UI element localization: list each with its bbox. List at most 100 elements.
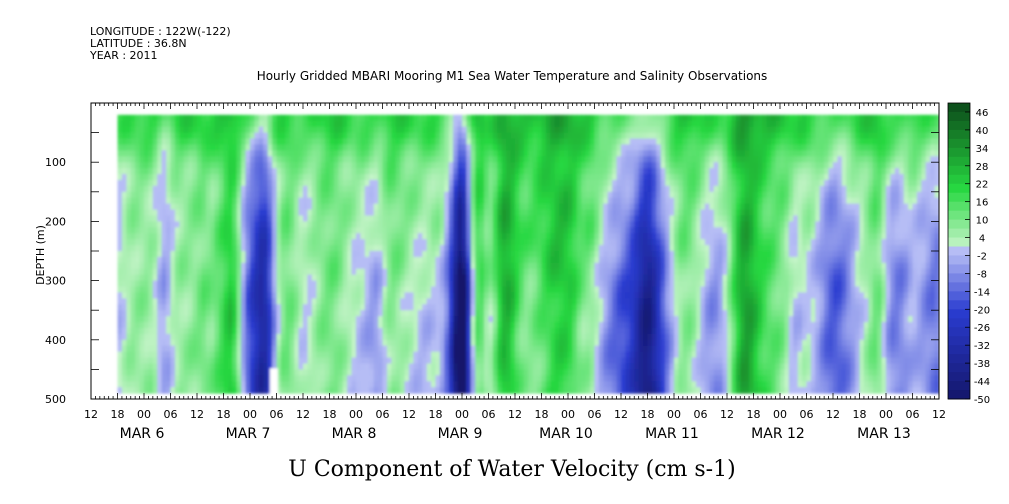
x-hour-tick-label: 06 <box>588 408 602 421</box>
colorbar-label: -2 <box>977 251 987 262</box>
colorbar-label: 16 <box>976 198 989 209</box>
colorbar-swatch <box>948 111 970 122</box>
colorbar-swatch <box>948 381 970 391</box>
longitude-label: LONGITUDE : 122W(-122) <box>90 25 231 38</box>
colorbar-label: -26 <box>974 323 990 334</box>
colorbar-swatch <box>948 363 970 373</box>
colorbar-swatch <box>948 219 970 230</box>
x-hour-tick-label: 00 <box>561 408 575 421</box>
x-date-label: MAR 9 <box>438 426 483 442</box>
colorbar-swatch <box>948 264 970 274</box>
colorbar-label: 4 <box>979 234 985 245</box>
colorbar-swatch <box>948 345 970 355</box>
colorbar-swatch <box>948 120 970 131</box>
colorbar-frame <box>947 102 971 400</box>
colorbar-swatch <box>948 129 970 140</box>
colorbar-swatch <box>948 183 970 194</box>
x-hour-tick-label: 12 <box>826 408 840 421</box>
y-tick-label: 100 <box>45 156 66 169</box>
x-hour-tick-label: 06 <box>482 408 496 421</box>
x-hour-tick-label: 18 <box>111 408 125 421</box>
x-hour-tick-label: 00 <box>879 408 893 421</box>
colorbar-swatch <box>948 138 970 149</box>
chart-title: Hourly Gridded MBARI Mooring M1 Sea Wate… <box>257 69 768 83</box>
colorbar-label: 46 <box>976 108 989 119</box>
x-hour-tick-label: 00 <box>455 408 469 421</box>
colorbar-swatch <box>948 390 970 400</box>
colorbar-swatch <box>948 255 970 265</box>
colorbar-swatch <box>948 165 970 176</box>
x-hour-tick-label: 00 <box>349 408 363 421</box>
colorbar-swatch <box>948 282 970 292</box>
colorbar: 46 40 34 28 22 16 10 4 -2 -8 -14 -20 -26 -32 -38 -44 -50 <box>947 102 990 406</box>
y-tick-label: 200 <box>45 215 66 228</box>
x-hour-tick-label: 00 <box>243 408 257 421</box>
x-hour-tick-label: 18 <box>429 408 443 421</box>
x-hour-tick-label: 12 <box>84 408 98 421</box>
x-date-label: MAR 11 <box>645 426 699 442</box>
colorbar-label: 34 <box>976 144 989 155</box>
axes-group: 12 18 00 06 12 18 00 06 12 18 00 06 12 18 00 06 12 18 00 06… <box>45 102 946 442</box>
colorbar-swatch <box>948 318 970 328</box>
x-hour-tick-label: 12 <box>508 408 522 421</box>
latitude-label: LATITUDE : 36.8N <box>90 37 187 50</box>
colorbar-swatch <box>948 291 970 301</box>
x-hour-tick-label: 06 <box>800 408 814 421</box>
x-hour-tick-label: 06 <box>270 408 284 421</box>
x-hour-tick-label: 06 <box>376 408 390 421</box>
colorbar-swatch <box>948 246 970 256</box>
x-hour-tick-label: 12 <box>720 408 734 421</box>
colorbar-label: 22 <box>976 180 989 191</box>
colorbar-swatch <box>948 327 970 337</box>
y-tick-label: 400 <box>45 334 66 347</box>
colorbar-swatch <box>948 336 970 346</box>
y-axis-label: DEPTH (m) <box>34 225 47 285</box>
colorbar-swatch <box>948 174 970 185</box>
x-hour-tick-label: 18 <box>217 408 231 421</box>
colorbar-label: -14 <box>974 287 990 298</box>
colorbar-swatch <box>948 103 970 113</box>
colorbar-swatch <box>948 372 970 382</box>
x-hour-tick-label: 06 <box>906 408 920 421</box>
x-hour-tick-label: 12 <box>296 408 310 421</box>
heatmap-field <box>117 114 939 399</box>
colorbar-label: -32 <box>974 341 990 352</box>
colorbar-label: -50 <box>974 395 990 406</box>
colorbar-label: -8 <box>977 269 987 280</box>
colorbar-label: -44 <box>974 377 990 388</box>
y-tick-label: 500 <box>45 393 66 406</box>
colorbar-label: -38 <box>974 359 990 370</box>
x-date-label: MAR 7 <box>226 426 271 442</box>
y-tick-label: 300 <box>45 275 66 288</box>
x-date-label: MAR 10 <box>539 426 593 442</box>
x-axis-label: U Component of Water Velocity (cm s-1) <box>288 457 735 482</box>
colorbar-swatch <box>948 210 970 221</box>
colorbar-label: 40 <box>976 126 989 137</box>
colorbar-swatch <box>948 273 970 283</box>
colorbar-label: -20 <box>974 305 990 316</box>
x-hour-tick-label: 12 <box>932 408 946 421</box>
x-hour-tick-label: 06 <box>164 408 178 421</box>
colorbar-swatch <box>948 156 970 167</box>
x-hour-tick-label: 12 <box>402 408 416 421</box>
x-hour-tick-label: 00 <box>137 408 151 421</box>
x-date-label: MAR 13 <box>857 426 911 442</box>
year-label: YEAR : 2011 <box>89 49 158 62</box>
x-hour-tick-label: 00 <box>773 408 787 421</box>
x-hour-tick-label: 18 <box>535 408 549 421</box>
colorbar-swatch <box>948 192 970 203</box>
colorbar-swatch <box>948 300 970 310</box>
x-hour-tick-label: 12 <box>190 408 204 421</box>
x-hour-tick-label: 18 <box>853 408 867 421</box>
colorbar-label: 10 <box>976 216 989 227</box>
colorbar-swatch <box>948 147 970 158</box>
colorbar-swatch <box>948 201 970 212</box>
x-date-label: MAR 8 <box>332 426 377 442</box>
colorbar-swatch <box>948 354 970 364</box>
x-hour-tick-label: 00 <box>667 408 681 421</box>
colorbar-swatch <box>948 228 970 239</box>
x-hour-tick-label: 18 <box>323 408 337 421</box>
x-date-label: MAR 6 <box>120 426 165 442</box>
x-hour-tick-label: 12 <box>614 408 628 421</box>
